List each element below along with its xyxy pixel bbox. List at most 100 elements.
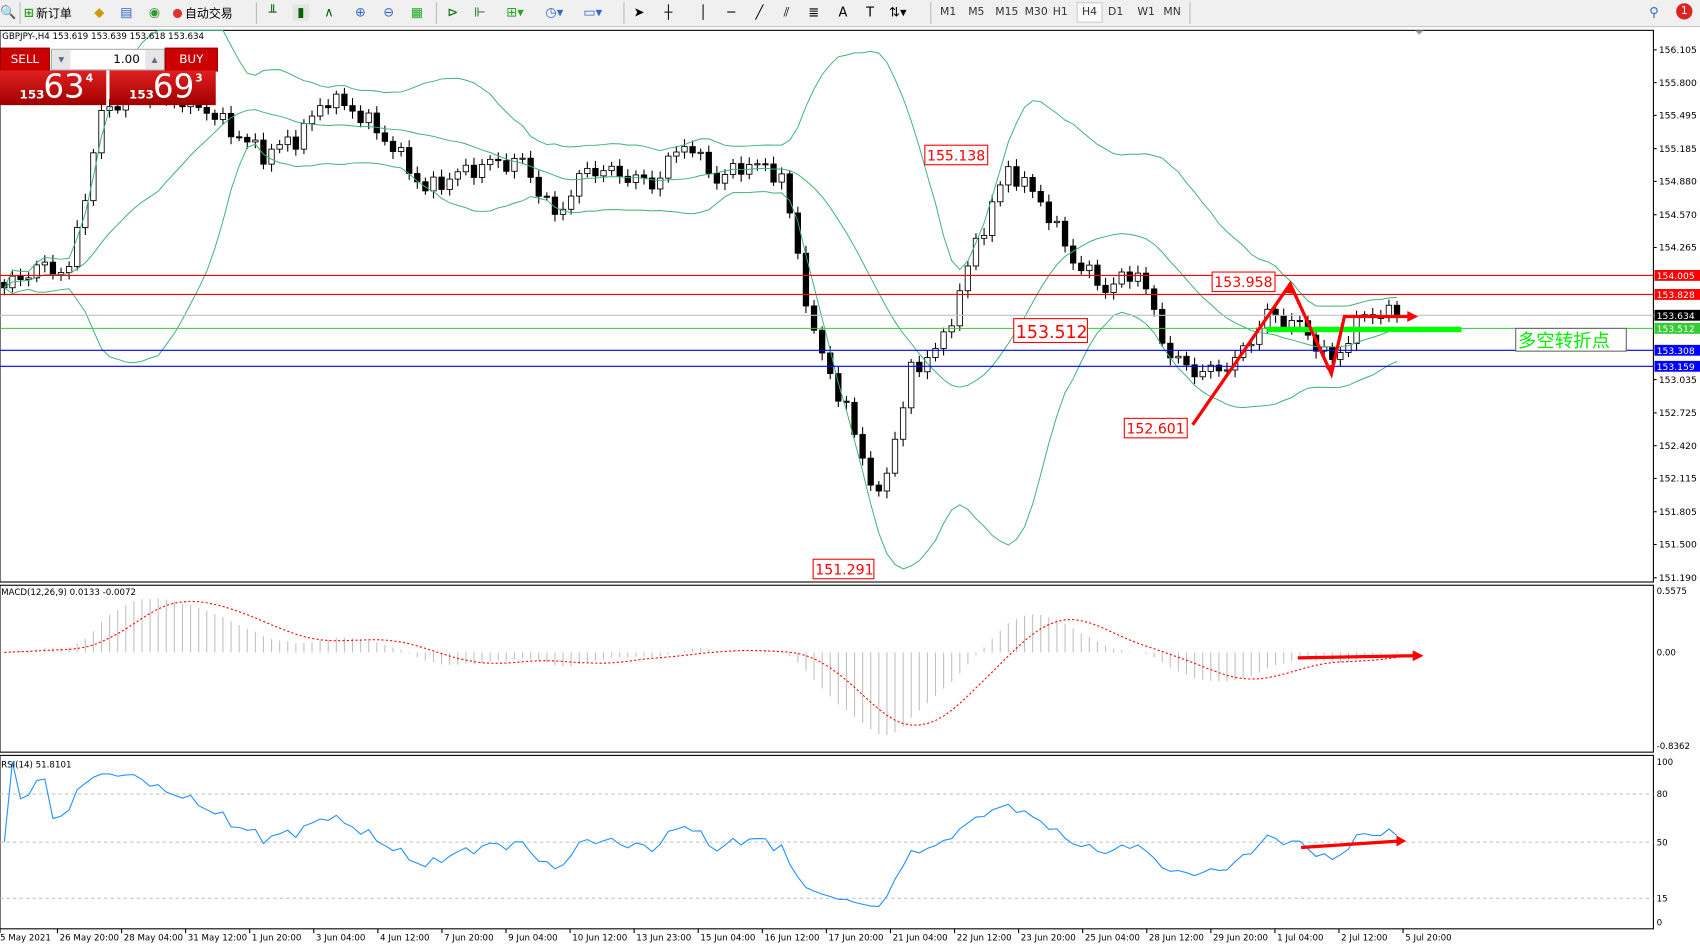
candle bbox=[794, 206, 801, 260]
buy-price-fraction: 3 bbox=[195, 72, 203, 85]
candle bbox=[1134, 265, 1142, 287]
candle-body bbox=[1078, 262, 1085, 272]
candle bbox=[227, 105, 235, 145]
date-axis-label: 22 Jun 12:00 bbox=[957, 934, 1012, 944]
candle-body bbox=[268, 148, 275, 165]
lot-increase-icon[interactable]: ▲ bbox=[145, 49, 164, 70]
candle-body bbox=[964, 265, 972, 292]
horizontal-line-icon[interactable]: ─ bbox=[727, 4, 736, 20]
timeframe-m30[interactable]: M30 bbox=[1024, 6, 1048, 19]
candle-body bbox=[1199, 370, 1206, 378]
text-icon[interactable]: A bbox=[838, 4, 848, 20]
sell-price[interactable]: 153 63 4 bbox=[0, 68, 107, 106]
divider bbox=[623, 2, 625, 24]
tile-windows-icon[interactable]: ▦ bbox=[410, 4, 424, 20]
candle-body bbox=[244, 136, 251, 143]
lot-size-value[interactable]: 1.00 bbox=[113, 52, 140, 67]
data-window-icon[interactable]: ▤ bbox=[120, 4, 133, 20]
timeframe-m5[interactable]: M5 bbox=[968, 6, 985, 19]
rsi-axis-label: 80 bbox=[1657, 790, 1668, 800]
sell-button[interactable]: SELL bbox=[0, 47, 50, 72]
candle-body bbox=[1053, 220, 1061, 224]
auto-scroll-icon[interactable]: ⊳ bbox=[447, 4, 459, 20]
candle bbox=[851, 397, 858, 438]
notification-badge[interactable]: 1 bbox=[1676, 3, 1693, 20]
navigator-icon[interactable]: ◉ bbox=[148, 4, 161, 20]
candle-body bbox=[511, 157, 518, 172]
candle bbox=[883, 467, 891, 499]
candlestick-chart-icon[interactable]: ▮ bbox=[292, 4, 309, 21]
text-label-icon[interactable]: T bbox=[866, 4, 875, 20]
timeframe-h1[interactable]: H1 bbox=[1052, 6, 1068, 19]
arrow-head-icon bbox=[1284, 282, 1294, 294]
date-axis-label: 1 Jul 04:00 bbox=[1277, 934, 1323, 944]
candle bbox=[1029, 173, 1036, 199]
candle bbox=[657, 171, 664, 197]
timeframe-m1[interactable]: M1 bbox=[940, 6, 957, 19]
timeframe-w1[interactable]: W1 bbox=[1137, 6, 1155, 19]
zoom-out-icon[interactable]: ⊖ bbox=[383, 4, 395, 20]
candle-body bbox=[1061, 220, 1069, 247]
zoom-in-icon[interactable]: ⊕ bbox=[355, 4, 366, 20]
candle bbox=[835, 366, 842, 407]
vertical-line-icon[interactable]: │ bbox=[699, 4, 708, 20]
timeframe-d1[interactable]: D1 bbox=[1108, 6, 1124, 19]
fibonacci-icon[interactable]: ≣ bbox=[808, 4, 820, 20]
indicators-icon[interactable]: ⊞▾ bbox=[506, 4, 524, 20]
candle-body bbox=[1102, 284, 1109, 293]
candle bbox=[818, 326, 826, 361]
trendline-icon[interactable]: ╱ bbox=[755, 4, 764, 20]
price-line-tag bbox=[1654, 360, 1700, 372]
candle-body bbox=[972, 237, 980, 267]
periods-icon[interactable]: ◷▾ bbox=[545, 4, 564, 20]
candle bbox=[389, 136, 397, 160]
candle-body bbox=[74, 227, 81, 267]
candle-body bbox=[1142, 272, 1150, 290]
arrow-head-icon bbox=[1396, 835, 1407, 847]
price-line-label: 154.005 bbox=[1657, 271, 1695, 282]
candle-body bbox=[632, 174, 640, 183]
candle-body bbox=[406, 147, 413, 174]
channel-icon[interactable]: ⫽ bbox=[783, 4, 790, 20]
bollinger-middle-band bbox=[4, 109, 1398, 388]
chart-window[interactable]: 156.105 155.800 155.495 155.185 154.880 154.5… bbox=[0, 26, 1700, 944]
candle-body bbox=[592, 167, 599, 177]
candle bbox=[308, 110, 316, 132]
price-line-label: 153.159 bbox=[1657, 362, 1695, 373]
buy-price[interactable]: 153 69 3 bbox=[109, 68, 216, 106]
timeframe-m15[interactable]: M15 bbox=[995, 6, 1019, 19]
arrows-icon[interactable]: ⇅▾ bbox=[889, 4, 907, 20]
bar-chart-icon[interactable]: ╨ bbox=[268, 4, 277, 20]
candle-body bbox=[640, 174, 648, 179]
candle-body bbox=[713, 172, 721, 184]
line-chart-icon[interactable]: ∧ bbox=[324, 4, 334, 20]
candle bbox=[786, 170, 793, 219]
date-axis-label: 5 May 2021 bbox=[0, 934, 51, 944]
cursor-icon[interactable]: ➤ bbox=[633, 4, 645, 20]
candle bbox=[1199, 364, 1206, 381]
market-watch-icon[interactable]: ◆ bbox=[94, 4, 105, 20]
candle bbox=[956, 283, 963, 331]
lot-size-stepper[interactable]: ▼ 1.00 ▲ bbox=[50, 48, 165, 71]
price-line-tag bbox=[1654, 270, 1700, 281]
rsi-axis-label: 0 bbox=[1657, 919, 1663, 929]
new-order-button[interactable]: ⊞ 新订单 bbox=[24, 3, 72, 21]
lot-decrease-icon[interactable]: ▼ bbox=[52, 49, 71, 70]
templates-icon[interactable]: ▭▾ bbox=[583, 4, 603, 20]
chart-shift-icon[interactable]: ⊩ bbox=[474, 4, 486, 20]
auto-trading-button[interactable]: ● 自动交易 bbox=[172, 3, 232, 21]
search-icon[interactable]: 🔍 bbox=[0, 4, 17, 20]
timeframe-mn[interactable]: MN bbox=[1163, 6, 1181, 19]
search-icon[interactable]: ⚲ bbox=[1649, 4, 1659, 20]
timeframe-h4[interactable]: H4 bbox=[1076, 2, 1103, 23]
candle-body bbox=[600, 170, 607, 177]
price-axis-label: 155.185 bbox=[1659, 144, 1697, 155]
candle-body bbox=[333, 93, 340, 109]
candle-body bbox=[349, 105, 356, 112]
crosshair-icon[interactable]: ┼ bbox=[664, 4, 673, 20]
candle-body bbox=[17, 275, 24, 281]
candle-body bbox=[543, 195, 550, 198]
candle-body bbox=[899, 407, 907, 440]
rsi-line bbox=[3, 761, 1398, 907]
candle-body bbox=[1013, 166, 1020, 187]
